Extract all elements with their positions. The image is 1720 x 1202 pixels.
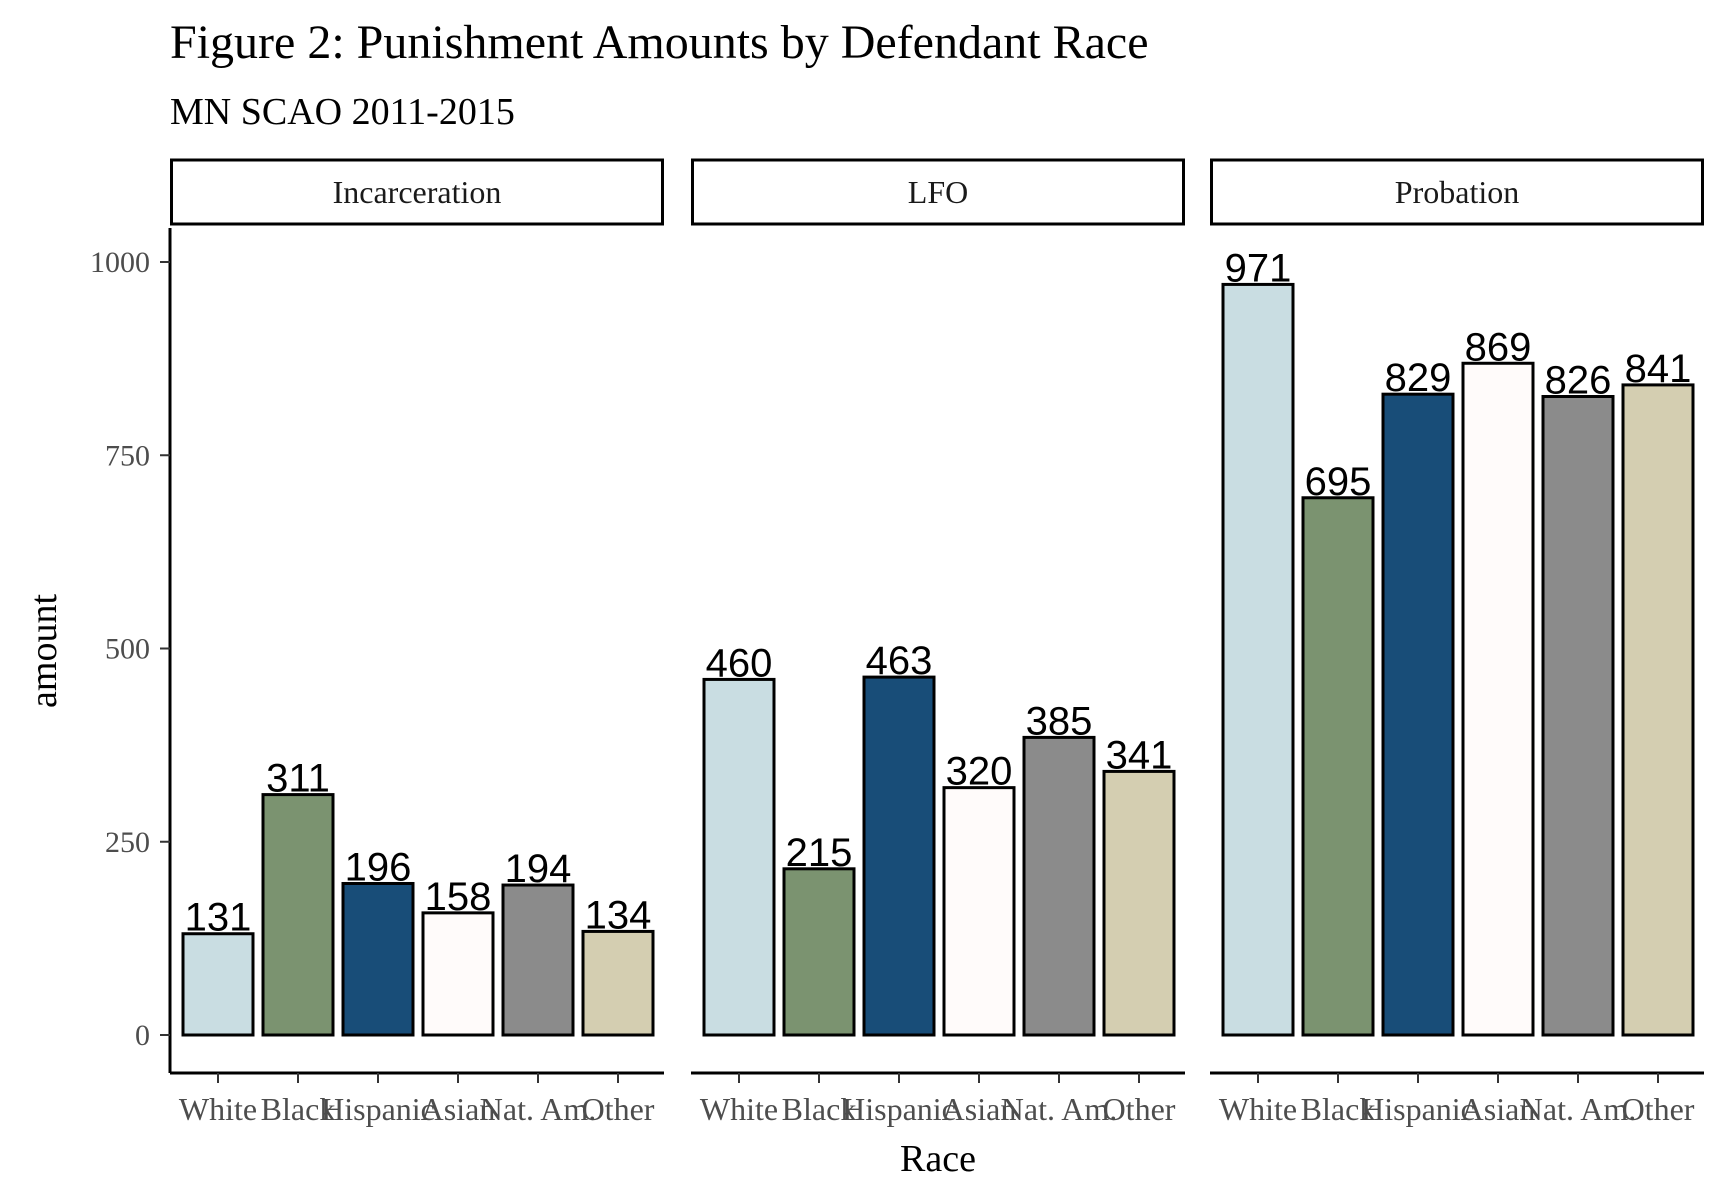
x-tick-label: Nat. Am. <box>480 1091 596 1127</box>
data-label: 196 <box>345 845 412 889</box>
bar <box>1102 769 1176 1037</box>
y-tick-label: 250 <box>105 826 150 859</box>
chart-title: Figure 2: Punishment Amounts by Defendan… <box>170 16 1149 69</box>
bar <box>1541 395 1615 1037</box>
y-tick-label: 750 <box>105 439 150 472</box>
bar <box>782 867 856 1037</box>
bar <box>702 677 776 1037</box>
y-axis-label: amount <box>23 594 65 708</box>
facet-strip <box>691 158 1185 226</box>
data-label: 158 <box>425 875 492 919</box>
y-tick-label: 0 <box>135 1019 150 1052</box>
bar <box>1301 496 1375 1037</box>
data-label: 971 <box>1225 246 1292 290</box>
x-tick-label: Asian <box>1461 1091 1536 1127</box>
data-label: 311 <box>266 757 330 801</box>
x-tick-label: White <box>1219 1091 1297 1127</box>
x-tick-label: White <box>179 1091 257 1127</box>
bar <box>501 883 575 1037</box>
facet-strip <box>170 158 664 226</box>
data-label: 320 <box>946 750 1013 794</box>
data-label: 385 <box>1026 699 1093 743</box>
facet-strip-label: Probation <box>1395 174 1519 210</box>
x-tick-label: Other <box>1622 1091 1695 1127</box>
bar <box>341 881 415 1037</box>
facet-strip <box>1210 158 1704 226</box>
x-tick-label: White <box>700 1091 778 1127</box>
data-label: 826 <box>1545 359 1612 403</box>
chart-subtitle: MN SCAO 2011-2015 <box>170 91 515 133</box>
data-label: 869 <box>1465 325 1532 369</box>
x-tick-label: Black <box>782 1091 857 1127</box>
bar <box>1221 282 1295 1037</box>
facet-strip-label: Incarceration <box>333 174 502 210</box>
x-tick-label: Other <box>1103 1091 1176 1127</box>
bar <box>1621 383 1695 1037</box>
bar <box>421 911 495 1037</box>
x-tick-label: Hispanic <box>321 1091 435 1127</box>
data-label: 460 <box>706 641 773 685</box>
data-label: 215 <box>786 831 853 875</box>
data-label: 131 <box>185 896 252 940</box>
x-tick-label: Other <box>582 1091 655 1127</box>
bar <box>1022 735 1096 1037</box>
bar <box>261 793 335 1037</box>
x-tick-label: Hispanic <box>842 1091 956 1127</box>
bar <box>862 675 936 1037</box>
facet-strip-label: LFO <box>908 174 968 210</box>
x-tick-label: Asian <box>942 1091 1017 1127</box>
data-label: 841 <box>1625 347 1692 391</box>
data-label: 829 <box>1385 356 1452 400</box>
x-tick-label: Nat. Am. <box>1001 1091 1117 1127</box>
x-tick-label: Black <box>261 1091 336 1127</box>
y-tick-label: 500 <box>105 633 150 666</box>
data-label: 194 <box>505 847 572 891</box>
bar <box>942 786 1016 1037</box>
bar <box>181 932 255 1037</box>
y-tick-label: 1000 <box>90 246 150 279</box>
x-tick-label: Asian <box>421 1091 496 1127</box>
data-label: 463 <box>866 639 933 683</box>
x-tick-label: Nat. Am. <box>1520 1091 1636 1127</box>
x-tick-label: Black <box>1301 1091 1376 1127</box>
data-label: 695 <box>1305 460 1372 504</box>
x-axis-label: Race <box>900 1138 976 1180</box>
bar <box>581 929 655 1037</box>
bar <box>1381 392 1455 1037</box>
data-label: 341 <box>1106 733 1173 777</box>
data-label: 134 <box>585 893 652 937</box>
x-tick-label: Hispanic <box>1361 1091 1475 1127</box>
bar <box>1461 361 1535 1037</box>
